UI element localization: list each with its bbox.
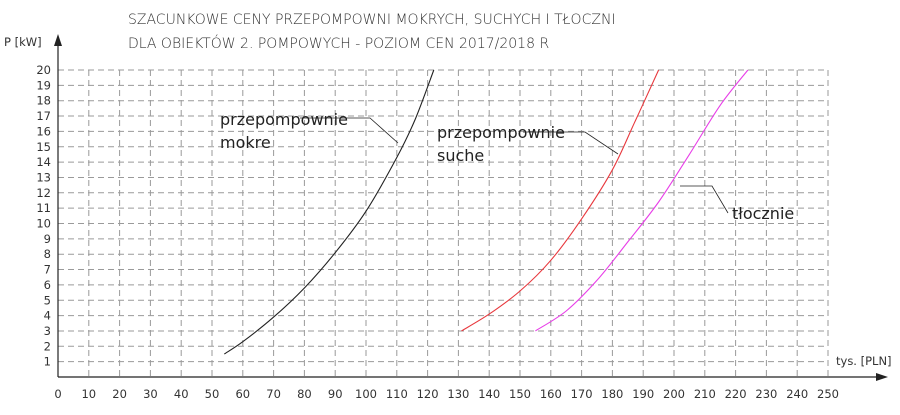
y-tick-label: 16	[36, 124, 51, 138]
x-tick-label: 110	[386, 387, 408, 401]
x-tick-label: 100	[355, 387, 377, 401]
chart-title: SZACUNKOWE CENY PRZEPOMPOWNI MOKRYCH, SU…	[128, 12, 616, 28]
leader-line-tlocznie	[680, 185, 729, 214]
x-tick-label: 210	[694, 387, 716, 401]
x-tick-label: 90	[328, 387, 343, 401]
y-tick-label: 5	[44, 293, 51, 307]
series-label-mokre: przepompownie	[220, 110, 348, 129]
series-line-tlocznie	[535, 69, 749, 332]
y-tick-label: 10	[36, 217, 51, 231]
y-tick-label: 13	[36, 170, 51, 184]
leader-line-suche	[523, 131, 619, 155]
x-tick-label: 80	[297, 387, 312, 401]
grid	[58, 69, 829, 377]
chart-subtitle: DLA OBIEKTÓW 2. POMPOWYCH - POZIOM CEN 2…	[128, 34, 549, 52]
x-tick-label: 150	[509, 387, 531, 401]
series-lines	[223, 69, 749, 355]
x-tick-label: 10	[81, 387, 96, 401]
y-tick-label: 15	[36, 140, 51, 154]
y-tick-label: 17	[36, 109, 51, 123]
series-label-suche: suche	[437, 146, 484, 165]
x-tick-label: 200	[663, 387, 685, 401]
y-tick-label: 20	[36, 63, 51, 77]
series-label-mokre: mokre	[220, 133, 271, 152]
x-tick-label: 160	[540, 387, 562, 401]
x-tick-label: 180	[601, 387, 623, 401]
x-tick-label: 140	[478, 387, 500, 401]
x-tick-label: 70	[266, 387, 281, 401]
x-tick-label: 130	[447, 387, 469, 401]
tick-labels: 0 10 20 30 40 50 60 70 80 90 100 110 120 130 140 150 160…	[36, 63, 839, 401]
y-axis-arrow	[54, 34, 62, 46]
series-line-suche	[461, 69, 660, 332]
x-tick-label: 170	[571, 387, 593, 401]
y-tick-label: 4	[44, 309, 51, 323]
x-tick-label: 230	[755, 387, 777, 401]
x-tick-label: 120	[417, 387, 439, 401]
x-axis-label: tys. [PLN]	[836, 354, 892, 368]
series-label-suche: przepompownie	[437, 123, 565, 142]
x-tick-label: 30	[143, 387, 158, 401]
series-label-tlocznie: tłocznie	[732, 204, 794, 223]
x-tick-label: 250	[817, 387, 839, 401]
y-tick-label: 9	[44, 232, 51, 246]
x-tick-label: 0	[54, 387, 61, 401]
x-tick-label: 190	[632, 387, 654, 401]
x-tick-label: 60	[235, 387, 250, 401]
y-tick-label: 7	[44, 263, 51, 277]
x-tick-label: 40	[174, 387, 189, 401]
y-tick-label: 12	[36, 186, 51, 200]
series-labels: przepompownie mokre przepompownie suche tłoc…	[220, 110, 794, 223]
y-tick-label: 11	[36, 201, 51, 215]
y-tick-label: 14	[36, 155, 51, 169]
y-tick-label: 18	[36, 94, 51, 108]
x-tick-label: 20	[112, 387, 127, 401]
y-tick-label: 19	[36, 78, 51, 92]
x-tick-label: 50	[205, 387, 220, 401]
y-axis-label: P [kW]	[4, 35, 42, 49]
y-tick-label: 1	[44, 355, 51, 369]
x-axis-arrow	[876, 373, 888, 381]
leader-line-mokre	[300, 117, 399, 144]
x-tick-label: 220	[725, 387, 747, 401]
y-tick-label: 2	[44, 339, 51, 353]
x-tick-label: 240	[786, 387, 808, 401]
y-tick-label: 6	[44, 278, 51, 292]
y-tick-label: 3	[44, 324, 51, 338]
series-line-mokre	[223, 69, 435, 355]
y-tick-label: 8	[44, 247, 51, 261]
